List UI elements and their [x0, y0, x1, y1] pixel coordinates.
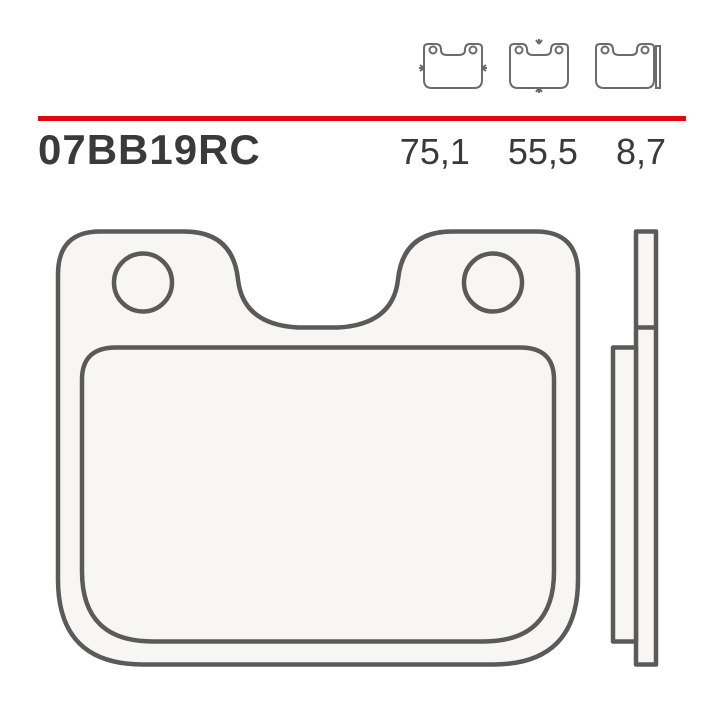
dim-thickness: 8,7 [616, 131, 666, 173]
spec-row: 07BB19RC 75,1 55,5 8,7 [38, 126, 686, 174]
brake-pad-height-icon [502, 38, 576, 96]
divider-line [38, 108, 686, 113]
dimension-icons-row [416, 38, 662, 96]
product-spec-diagram: 07BB19RC 75,1 55,5 8,7 [0, 0, 724, 724]
brake-pad-width-icon [416, 38, 490, 96]
part-number: 07BB19RC [38, 126, 261, 174]
dimensions: 75,1 55,5 8,7 [400, 131, 686, 173]
dim-width: 75,1 [400, 131, 470, 173]
dim-height: 55,5 [508, 131, 578, 173]
brake-pad-technical-drawing [38, 215, 686, 694]
brake-pad-thickness-icon [588, 38, 662, 96]
